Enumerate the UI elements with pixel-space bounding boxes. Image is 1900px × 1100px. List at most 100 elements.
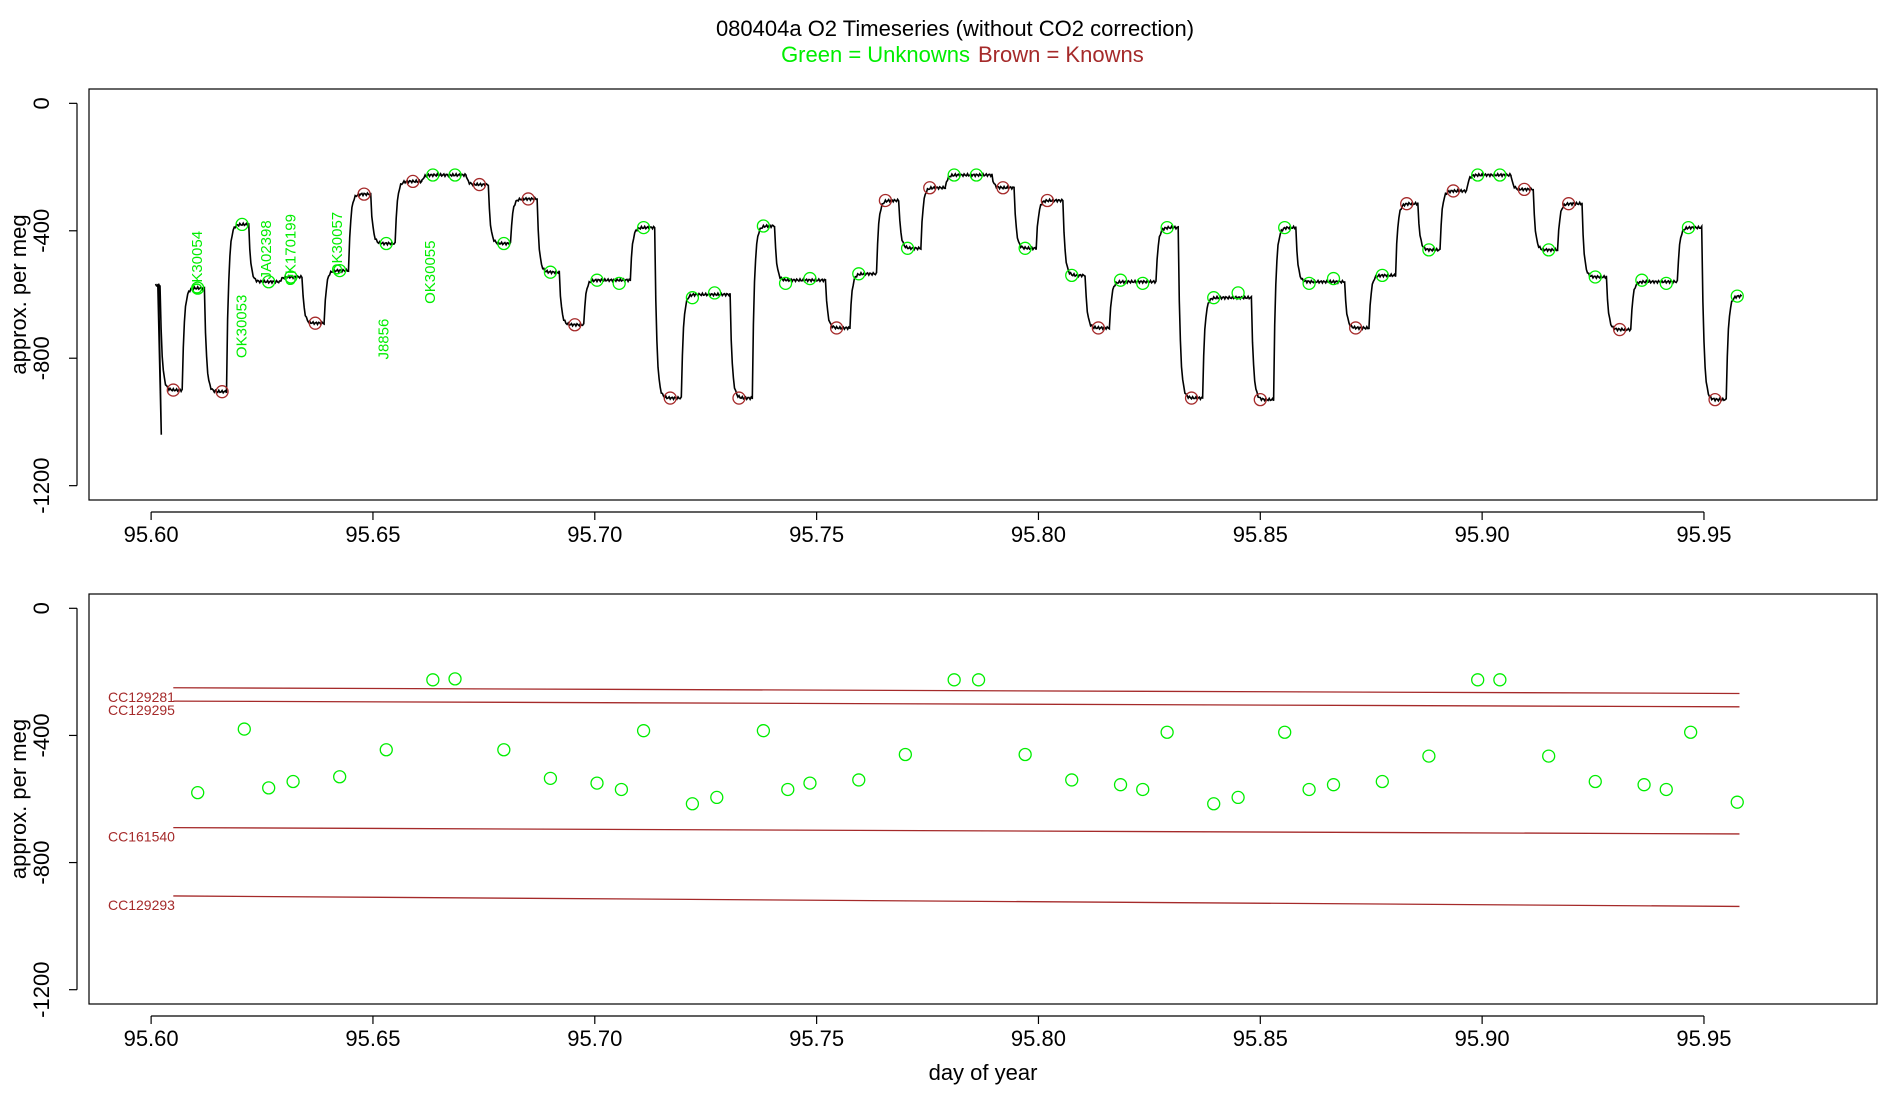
x-tick-label: 95.85	[1233, 522, 1288, 547]
unknown-point	[1136, 782, 1150, 797]
unknown-point	[1278, 220, 1292, 235]
unknown-point	[781, 782, 795, 797]
known-point	[1091, 321, 1106, 335]
known-point	[1400, 197, 1414, 211]
known-point	[1613, 322, 1627, 337]
x-tick-label: 95.95	[1676, 1026, 1731, 1051]
unknown-point	[262, 781, 276, 795]
unknown-point	[1326, 271, 1341, 286]
y-tick-label: -1200	[29, 962, 54, 1018]
unknown-point	[1113, 273, 1128, 287]
known-point	[1561, 197, 1576, 211]
unknown-point	[900, 241, 915, 255]
reference-line-label: CC161540	[108, 829, 175, 845]
x-tick-label: 95.90	[1455, 522, 1510, 547]
unknown-point	[1659, 276, 1673, 290]
x-tick-label: 95.70	[567, 522, 622, 547]
known-point	[923, 181, 937, 195]
unknown-point	[497, 236, 511, 251]
unknown-point	[756, 219, 771, 233]
unknown-point	[947, 168, 961, 182]
x-tick-label: 95.85	[1233, 1026, 1288, 1051]
y-tick-label: -1200	[29, 458, 54, 514]
unknown-point	[590, 776, 604, 790]
legend-unknowns: Green = Unknowns	[781, 42, 970, 67]
unknown-point	[1065, 773, 1079, 787]
chart-title: 080404a O2 Timeseries (without CO2 corre…	[716, 16, 1194, 41]
bottom-panel: 95.60 95.65 95.70 95.75 95.80 95.85 95.90 95.95…	[6, 593, 1878, 1085]
sample-annotation: OK30053	[234, 295, 251, 358]
known-point	[1040, 193, 1054, 208]
reference-line-label: CC129293	[108, 897, 175, 913]
unknown-point	[1018, 747, 1032, 762]
unknown-point	[1493, 168, 1507, 182]
y-tick-label: -800	[29, 336, 54, 380]
unknown-point	[379, 743, 393, 757]
unknown-point	[191, 281, 205, 295]
unknown-point	[1065, 268, 1079, 283]
known-point	[521, 192, 535, 206]
unknown-point	[852, 267, 866, 281]
unknown-point	[1136, 276, 1150, 290]
sample-annotation: OK30055	[422, 241, 439, 304]
reference-line	[173, 895, 1740, 908]
reference-line	[173, 687, 1740, 695]
unknown-point	[1422, 749, 1436, 763]
sample-annotation: OK30057	[329, 212, 346, 275]
unknown-point	[497, 743, 511, 757]
plot-frame	[88, 88, 1878, 501]
unknown-point	[898, 747, 913, 762]
unknown-point	[1160, 725, 1174, 739]
unknown-point	[1588, 774, 1602, 789]
x-tick-label: 95.95	[1676, 522, 1731, 547]
x-tick-label: 95.90	[1455, 1026, 1510, 1051]
unknown-point	[1542, 749, 1556, 763]
unknown-point	[1635, 273, 1649, 287]
legend-knowns: Brown = Knowns	[978, 42, 1144, 67]
unknown-point	[685, 797, 700, 811]
unknown-point	[1302, 276, 1316, 290]
unknown-point	[803, 271, 817, 286]
known-point	[878, 193, 893, 208]
sample-annotation: J8856	[375, 319, 392, 360]
unknown-point	[1375, 774, 1389, 789]
unknown-point	[1684, 725, 1698, 739]
unknown-point	[1659, 782, 1673, 797]
unknown-point	[191, 785, 205, 800]
unknown-point	[1681, 220, 1696, 235]
known-point	[1349, 321, 1363, 335]
known-point	[1517, 182, 1531, 197]
y-tick-label: 0	[29, 602, 54, 614]
unknown-point	[1302, 782, 1316, 797]
known-point	[732, 391, 746, 405]
known-point	[215, 385, 229, 399]
unknown-point	[448, 168, 462, 182]
unknown-point	[1471, 168, 1485, 182]
unknown-point	[286, 774, 300, 789]
known-point	[1708, 392, 1722, 407]
known-point	[1253, 392, 1267, 407]
unknown-point	[947, 673, 961, 687]
unknown-point	[1422, 243, 1436, 257]
sample-annotation: JA02398	[258, 220, 275, 279]
sample-annotation: OK170199	[282, 214, 299, 286]
unknown-point	[1637, 778, 1651, 792]
unknown-point	[1018, 241, 1032, 255]
known-point	[829, 321, 844, 335]
x-tick-label: 95.65	[345, 1026, 400, 1051]
known-point	[166, 383, 180, 397]
unknown-point	[756, 724, 771, 738]
plot-frame	[88, 593, 1878, 1005]
unknown-point	[1326, 778, 1341, 792]
unknown-point	[1207, 797, 1221, 811]
unknown-point	[1207, 291, 1221, 305]
unknown-point	[1730, 289, 1744, 303]
unknown-point	[636, 220, 651, 235]
x-tick-label: 95.75	[789, 1026, 844, 1051]
known-point	[663, 391, 677, 405]
unknown-point	[1113, 778, 1128, 792]
x-tick-label: 95.60	[124, 1026, 179, 1051]
y-axis-label: approx. per meg	[6, 214, 31, 374]
unknown-point	[685, 291, 700, 305]
